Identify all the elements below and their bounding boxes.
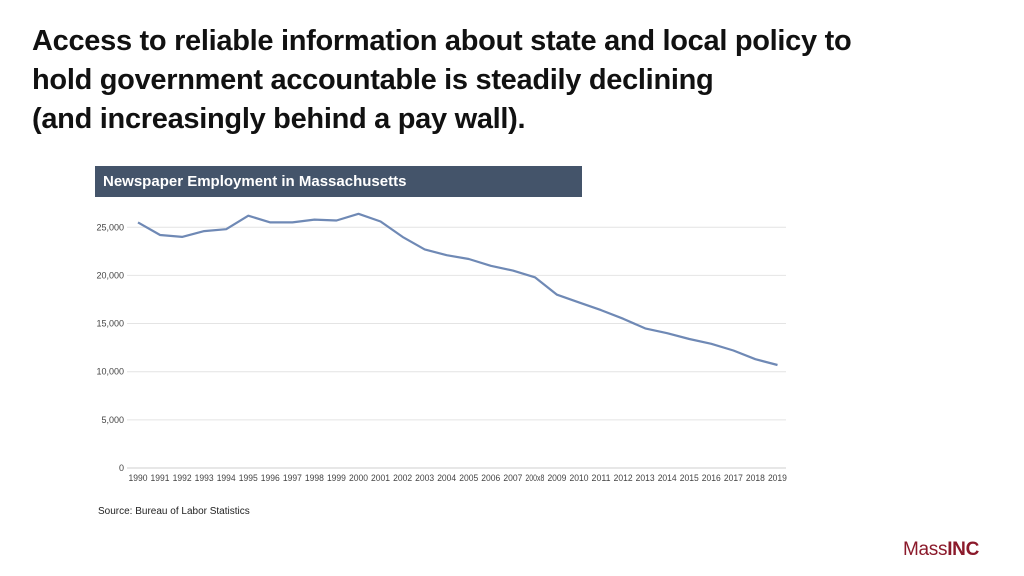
- x-tick-label: 2002: [393, 473, 412, 483]
- y-tick-label: 15,000: [96, 319, 124, 329]
- x-tick-label: 2001: [371, 473, 390, 483]
- x-tick-label: 200x8: [525, 473, 544, 483]
- x-tick-label: 2010: [570, 473, 589, 483]
- x-tick-label: 1996: [261, 473, 280, 483]
- x-tick-label: 2012: [614, 473, 633, 483]
- gridlines: [127, 226, 786, 469]
- x-tick-label: 1992: [173, 473, 192, 483]
- headline: Access to reliable information about sta…: [32, 22, 992, 139]
- x-tick-label: 1990: [129, 473, 148, 483]
- massinc-logo: MassINC: [903, 538, 979, 562]
- logo-part-mass: Mass: [903, 539, 948, 560]
- y-tick-label: 5,000: [101, 415, 124, 425]
- x-tick-label: 2009: [547, 473, 566, 483]
- x-tick-label: 1998: [305, 473, 324, 483]
- y-tick-label: 25,000: [96, 222, 124, 232]
- x-tick-label: 2011: [592, 473, 611, 483]
- y-tick-label: 20,000: [96, 270, 124, 280]
- headline-line-3: (and increasingly behind a pay wall).: [32, 103, 526, 135]
- headline-line-2: hold government accountable is steadily …: [32, 64, 714, 96]
- x-tick-label: 2017: [724, 473, 743, 483]
- x-tick-label: 1993: [195, 473, 214, 483]
- logo-part-inc: INC: [947, 539, 980, 560]
- x-tick-label: 2007: [503, 473, 522, 483]
- x-tick-label: 2013: [636, 473, 655, 483]
- x-tick-label: 2000: [349, 473, 368, 483]
- x-tick-label: 2015: [680, 473, 699, 483]
- x-axis-labels: 1990 1991 1992 1993 1994 1995 1996 1997 1998 1999…: [129, 473, 787, 483]
- x-tick-label: 2014: [658, 473, 677, 483]
- chart-title: Newspaper Employment in Massachusetts: [95, 166, 582, 197]
- x-tick-label: 2019: [768, 473, 787, 483]
- y-axis-labels: 0 5,000 10,000 15,000 20,000 25,000: [96, 222, 124, 473]
- x-tick-label: 2004: [437, 473, 456, 483]
- x-tick-label: 1995: [239, 473, 258, 483]
- y-tick-label: 0: [119, 463, 124, 473]
- x-tick-label: 1997: [283, 473, 302, 483]
- x-tick-label: 2006: [481, 473, 500, 483]
- x-tick-label: 2003: [415, 473, 434, 483]
- x-tick-label: 1999: [327, 473, 346, 483]
- source-note: Source: Bureau of Labor Statistics: [98, 506, 250, 517]
- headline-line-1: Access to reliable information about sta…: [32, 25, 852, 57]
- x-tick-label: 2005: [459, 473, 478, 483]
- y-tick-label: 10,000: [96, 367, 124, 377]
- series-line: [137, 212, 778, 367]
- x-tick-label: 2018: [746, 473, 765, 483]
- x-tick-label: 1991: [151, 473, 170, 483]
- x-tick-label: 2016: [702, 473, 721, 483]
- x-tick-label: 1994: [217, 473, 236, 483]
